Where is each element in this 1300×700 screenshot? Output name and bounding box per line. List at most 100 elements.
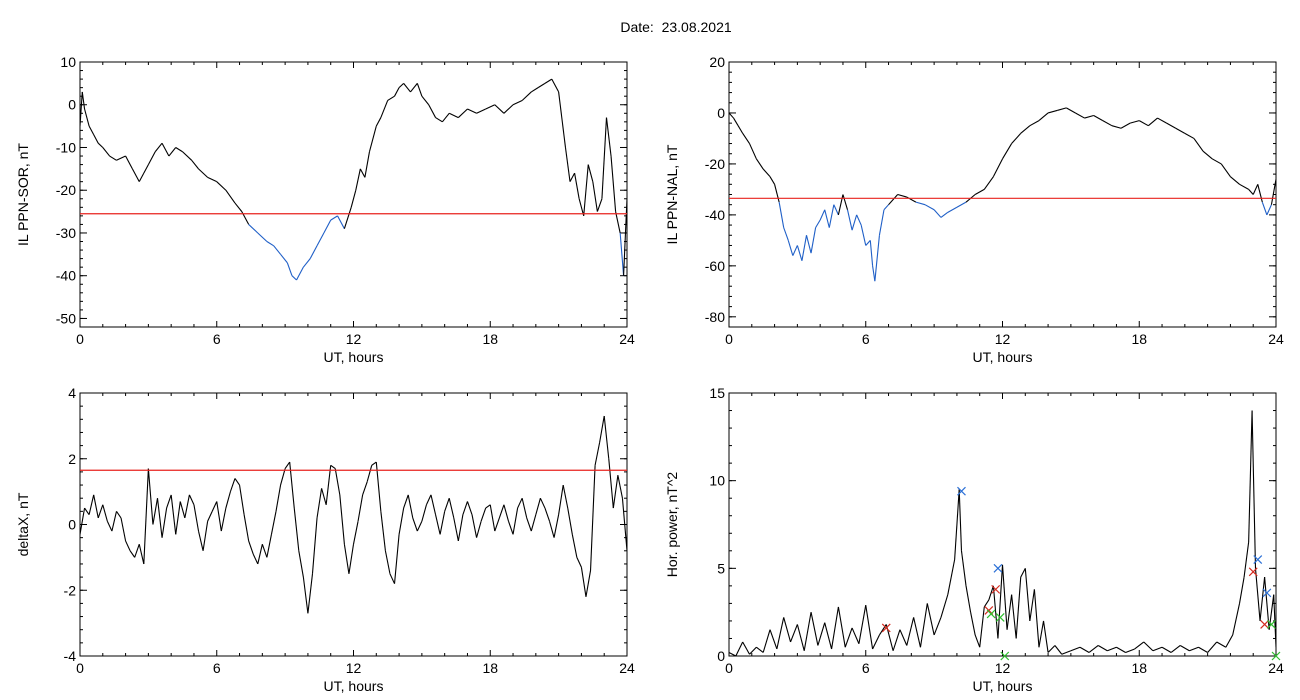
series-segment [84,108,90,127]
chart-il-ppn-sor: 0 6 12 18 24 10 0 -10 -20 -30 -40 -50 UT, hours IL PP… [15,54,635,365]
series-segment [558,91,567,148]
series-segment [988,585,994,601]
y-tick-label: -10 [56,139,76,155]
series-segment [874,235,880,282]
series-segment [815,219,821,228]
series-segment [316,488,323,519]
series-segment [594,442,601,466]
series-segment [1238,577,1245,604]
series-segment [844,627,853,648]
x-tick-label: 18 [482,660,498,676]
series-segment [380,511,386,551]
series-segment [270,511,277,535]
y-axis-label: IL PPN-NAL, nT [664,144,680,244]
series-segment [965,585,972,613]
series-segment [603,415,610,459]
series-segment [1239,183,1249,190]
series-segment [273,245,281,255]
y-tick-label: 10 [60,54,76,70]
marker-blue [1262,588,1272,598]
y-tick-label: -20 [56,182,76,198]
series-segment [940,594,949,618]
series-segment [421,504,427,522]
series-segment [974,634,981,648]
series-segment [535,498,541,515]
series-segment [1029,120,1040,127]
series-segment [316,232,325,247]
series-segment [567,507,573,535]
series-segment [252,553,259,565]
series-segment [441,112,450,123]
series-segment [1254,568,1261,621]
series-segment [368,125,377,152]
series-segment [457,514,464,542]
series-segment [111,511,118,532]
series-segment [617,475,623,499]
series-segment [526,517,532,532]
series-segment [289,461,295,509]
series-segment [384,550,391,574]
series-segment [883,204,889,211]
series-segment [366,465,373,482]
series-segment [954,489,960,560]
series-segment [899,629,908,646]
marker-red [1248,567,1258,577]
series-segment [138,544,145,565]
series-segment [787,240,794,256]
series-segment [933,617,942,636]
series-segment [321,488,327,505]
series-segment [362,481,368,496]
series-segment [485,504,491,509]
series-segment [166,494,172,509]
x-tick-label: 12 [995,660,1011,676]
series-segment [334,468,341,496]
y-tick-label: 10 [709,473,725,489]
series-segment [1047,645,1056,653]
x-tick-label: 6 [213,331,221,347]
series-segment [623,198,627,276]
x-tick-label: 0 [725,660,733,676]
series-segment [175,501,181,535]
x-tick-label: 12 [995,331,1011,347]
series-segment [1054,645,1063,655]
series-segment [729,652,737,656]
plot-frame [79,61,628,328]
series-segment [574,173,580,199]
y-tick-label: 4 [68,385,76,401]
series-segment [125,540,131,552]
y-tick-label: 2 [68,451,76,467]
x-tick-label: 0 [76,331,84,347]
series-segment [234,202,243,212]
series-segment [1248,410,1253,543]
series-segment [275,484,282,512]
series-segment [769,629,778,650]
series-segment [578,198,585,217]
series-segment [551,78,560,93]
y-tick-label: 5 [717,560,725,576]
series-segment [1011,594,1017,639]
series-segment [865,605,874,650]
series-segment [343,544,350,574]
series-segment [389,573,396,584]
series-segment [439,511,446,535]
y-tick-label: 0 [717,648,725,664]
series-segment [1207,641,1218,653]
series-segment [394,87,400,97]
series-segment [1125,648,1135,654]
series-segment [302,577,309,614]
series-segment [88,125,95,135]
series-segment [1170,645,1181,653]
series-segment [296,266,304,281]
series-segment [833,204,839,216]
series-segment [1020,568,1026,578]
series-segment [430,494,437,515]
series-segment [1111,125,1122,129]
series-segment [539,497,546,509]
series-segment [161,507,168,538]
series-segment [612,475,619,509]
series-segment [837,606,846,648]
series-segment [1175,127,1186,134]
series-segment [776,617,785,650]
series-segment [553,514,560,538]
series-segment [1001,564,1008,630]
